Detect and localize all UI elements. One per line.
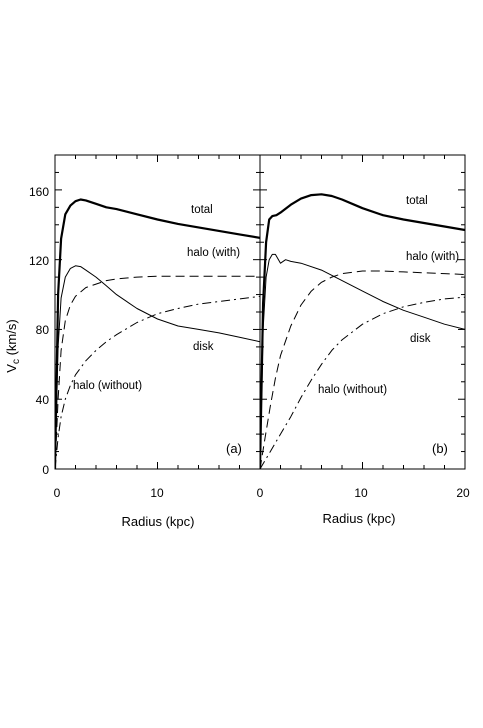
panel-b-ticks <box>259 154 466 470</box>
panel-b-curves <box>260 193 465 469</box>
curve-label-disk: disk <box>193 341 214 353</box>
panel-a-x-axis-title: Radius (kpc) <box>122 514 195 529</box>
series-total-line <box>260 193 465 469</box>
curve-label-total: total <box>191 204 213 216</box>
panel-b-label: (b) <box>432 441 448 456</box>
panel-a-frame <box>54 154 261 470</box>
curve-label-halo-with: halo (with) <box>406 251 459 263</box>
y-tick-label: 160 <box>29 185 49 199</box>
series-halo-with-line <box>55 275 260 469</box>
x-tick-label: 0 <box>257 486 264 500</box>
curve-label-halo-without: halo (without) <box>318 384 387 396</box>
y-axis-title-main: V <box>4 364 19 373</box>
series-disk-line <box>55 265 260 469</box>
panel-a-y-tick-labels: 0 40 80 120 160 <box>29 185 49 477</box>
y-tick-label: 120 <box>29 254 49 268</box>
panel-b-x-tick-labels: 0 10 20 <box>257 486 470 500</box>
panel-a-x-tick-labels: 0 10 <box>54 486 164 500</box>
panel-a-curves <box>55 198 260 469</box>
panel-b-frame <box>259 154 466 470</box>
panel-a: 0 40 80 120 160 0 10 Radius (kpc) (a) to… <box>29 154 261 529</box>
y-axis-title: Vc (km/s) <box>4 319 22 372</box>
curve-label-total: total <box>406 195 428 207</box>
series-halo-without-line <box>55 295 260 469</box>
x-tick-label: 0 <box>54 486 61 500</box>
panel-a-ticks <box>54 154 261 470</box>
y-tick-label: 80 <box>36 323 50 337</box>
y-tick-label: 40 <box>36 393 50 407</box>
series-halo-without-line <box>260 296 465 469</box>
series-total-line <box>55 198 260 469</box>
curve-label-halo-with: halo (with) <box>187 247 240 259</box>
panel-b-x-axis-title: Radius (kpc) <box>323 511 396 526</box>
series-halo-with-line <box>260 270 465 469</box>
panel-a-label: (a) <box>226 441 242 456</box>
panel-b: 0 10 20 Radius (kpc) (b) total halo (wit… <box>257 154 470 526</box>
y-axis-title-units: (km/s) <box>4 319 19 359</box>
x-tick-label: 10 <box>354 486 368 500</box>
series-disk-line <box>260 253 465 469</box>
curve-label-halo-without: halo (without) <box>73 380 142 392</box>
curve-label-disk: disk <box>410 333 431 345</box>
x-tick-label: 10 <box>150 486 164 500</box>
y-tick-label: 0 <box>42 463 49 477</box>
y-axis-title-subscript: c <box>11 359 22 364</box>
x-tick-label: 20 <box>456 486 470 500</box>
